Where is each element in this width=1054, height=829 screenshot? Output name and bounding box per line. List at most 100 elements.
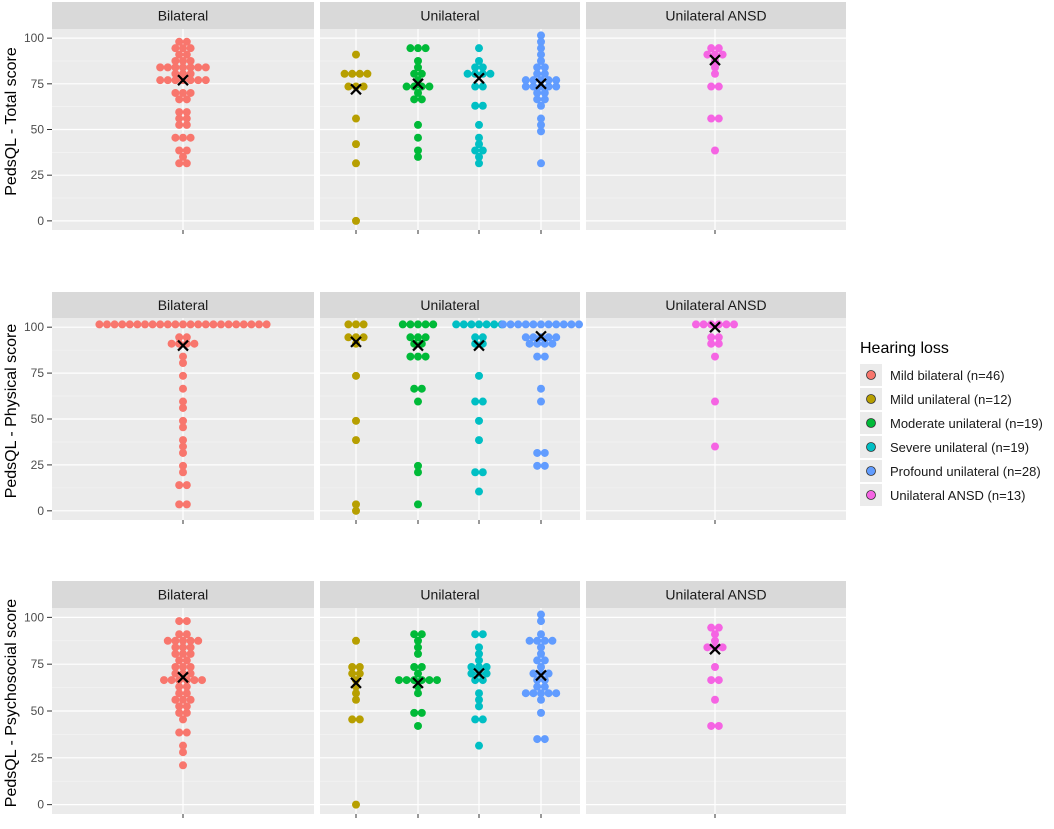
data-point-profound_unilateral [537,50,545,59]
data-point-profound_unilateral [544,669,553,678]
data-point-mild_bilateral [179,423,187,432]
data-point-profound_unilateral [537,643,545,652]
data-point-mild_bilateral [194,63,203,72]
y-tick-label: 25 [31,168,45,182]
data-point-mild_bilateral [171,636,180,645]
data-point-profound_unilateral [529,76,538,85]
data-point-mild_bilateral [179,649,187,658]
data-point-profound_unilateral [533,88,542,97]
data-point-mild_bilateral [175,682,184,691]
y-tick-label: 75 [31,366,45,380]
data-point-mild_bilateral [175,702,184,711]
data-point-profound_unilateral [540,88,549,97]
data-point-mild_unilateral [344,82,353,91]
data-point-profound_unilateral [537,617,545,626]
data-point-severe_unilateral [471,468,480,477]
data-point-mild_bilateral [182,656,191,665]
facet-strip [52,581,314,608]
data-point-mild_unilateral [359,320,368,329]
facet-strip-label: Unilateral ANSD [665,297,766,313]
data-point-profound_unilateral [540,682,549,691]
data-point-unilateral_ansd [714,114,723,123]
data-point-mild_bilateral [179,741,187,750]
data-point-mild_bilateral [190,339,199,348]
data-point-mild_unilateral [340,69,349,78]
data-point-mild_bilateral [182,120,191,129]
data-point-moderate_unilateral [425,82,434,91]
data-point-mild_bilateral [179,44,187,53]
data-point-profound_unilateral [540,656,549,665]
data-point-profound_unilateral [533,69,542,78]
data-point-unilateral_ansd [711,630,719,639]
legend-key-unilateral_ansd [866,490,876,500]
data-point-severe_unilateral [478,397,487,406]
data-point-mild_bilateral [175,159,184,168]
data-point-severe_unilateral [475,656,483,665]
data-point-severe_unilateral [471,333,480,342]
data-point-severe_unilateral [490,320,499,329]
data-point-severe_unilateral [475,689,483,698]
legend-label: Mild unilateral (n=12) [890,392,1012,407]
mean-marker [177,74,189,86]
data-point-profound_unilateral [537,630,545,639]
facet-strip [52,292,314,318]
data-point-mild_bilateral [179,397,187,406]
data-point-mild_unilateral [348,69,357,78]
data-point-moderate_unilateral [417,662,426,671]
data-point-profound_unilateral [540,461,549,470]
data-point-unilateral_ansd [718,50,727,59]
data-point-mild_bilateral [179,320,187,329]
data-point-mild_bilateral [175,37,184,46]
data-point-profound_unilateral [540,448,549,457]
data-point-mild_bilateral [179,695,187,704]
data-point-severe_unilateral [471,82,480,91]
data-point-mild_bilateral [125,320,134,329]
data-point-unilateral_ansd [730,320,738,329]
y-tick-label: 0 [37,214,44,228]
mean-marker [535,78,547,90]
data-point-mild_bilateral [186,88,195,97]
data-point-mild_bilateral [179,152,187,161]
data-point-moderate_unilateral [402,82,411,91]
data-point-profound_unilateral [537,669,545,678]
mean-marker [709,643,721,655]
facet-strip [320,292,580,318]
data-point-mild_bilateral [182,108,191,117]
data-point-mild_bilateral [182,333,191,342]
data-point-severe_unilateral [475,643,483,652]
data-point-mild_bilateral [186,76,195,85]
data-point-severe_unilateral [478,63,487,72]
data-point-mild_bilateral [179,371,187,380]
y-tick-label: 25 [31,751,45,765]
data-point-mild_bilateral [179,69,187,78]
data-point-mild_bilateral [163,320,172,329]
data-point-mild_bilateral [163,63,172,72]
mean-marker [412,677,424,689]
data-point-severe_unilateral [475,662,483,671]
data-point-unilateral_ansd [703,643,712,652]
data-point-severe_unilateral [471,630,480,639]
data-point-unilateral_ansd [711,636,719,645]
data-point-mild_unilateral [344,320,353,329]
data-point-mild_bilateral [175,114,184,123]
data-point-severe_unilateral [482,320,491,329]
data-point-unilateral_ansd [711,397,719,406]
data-point-mild_bilateral [171,63,180,72]
legend-label: Moderate unilateral (n=19) [890,416,1043,431]
data-point-profound_unilateral [537,127,545,136]
data-point-mild_bilateral [179,442,187,451]
mean-marker [177,671,189,684]
data-point-mild_unilateral [352,506,360,515]
data-point-moderate_unilateral [398,320,407,329]
data-point-unilateral_ansd [711,643,719,652]
data-point-mild_bilateral [179,715,187,724]
data-point-mild_bilateral [201,320,210,329]
data-point-mild_bilateral [175,481,184,490]
data-point-moderate_unilateral [429,320,438,329]
data-point-mild_bilateral [171,88,180,97]
data-point-severe_unilateral [475,133,483,142]
data-point-mild_bilateral [133,320,142,329]
data-point-profound_unilateral [533,339,542,348]
data-point-moderate_unilateral [414,133,422,142]
data-point-mild_bilateral [171,44,180,53]
